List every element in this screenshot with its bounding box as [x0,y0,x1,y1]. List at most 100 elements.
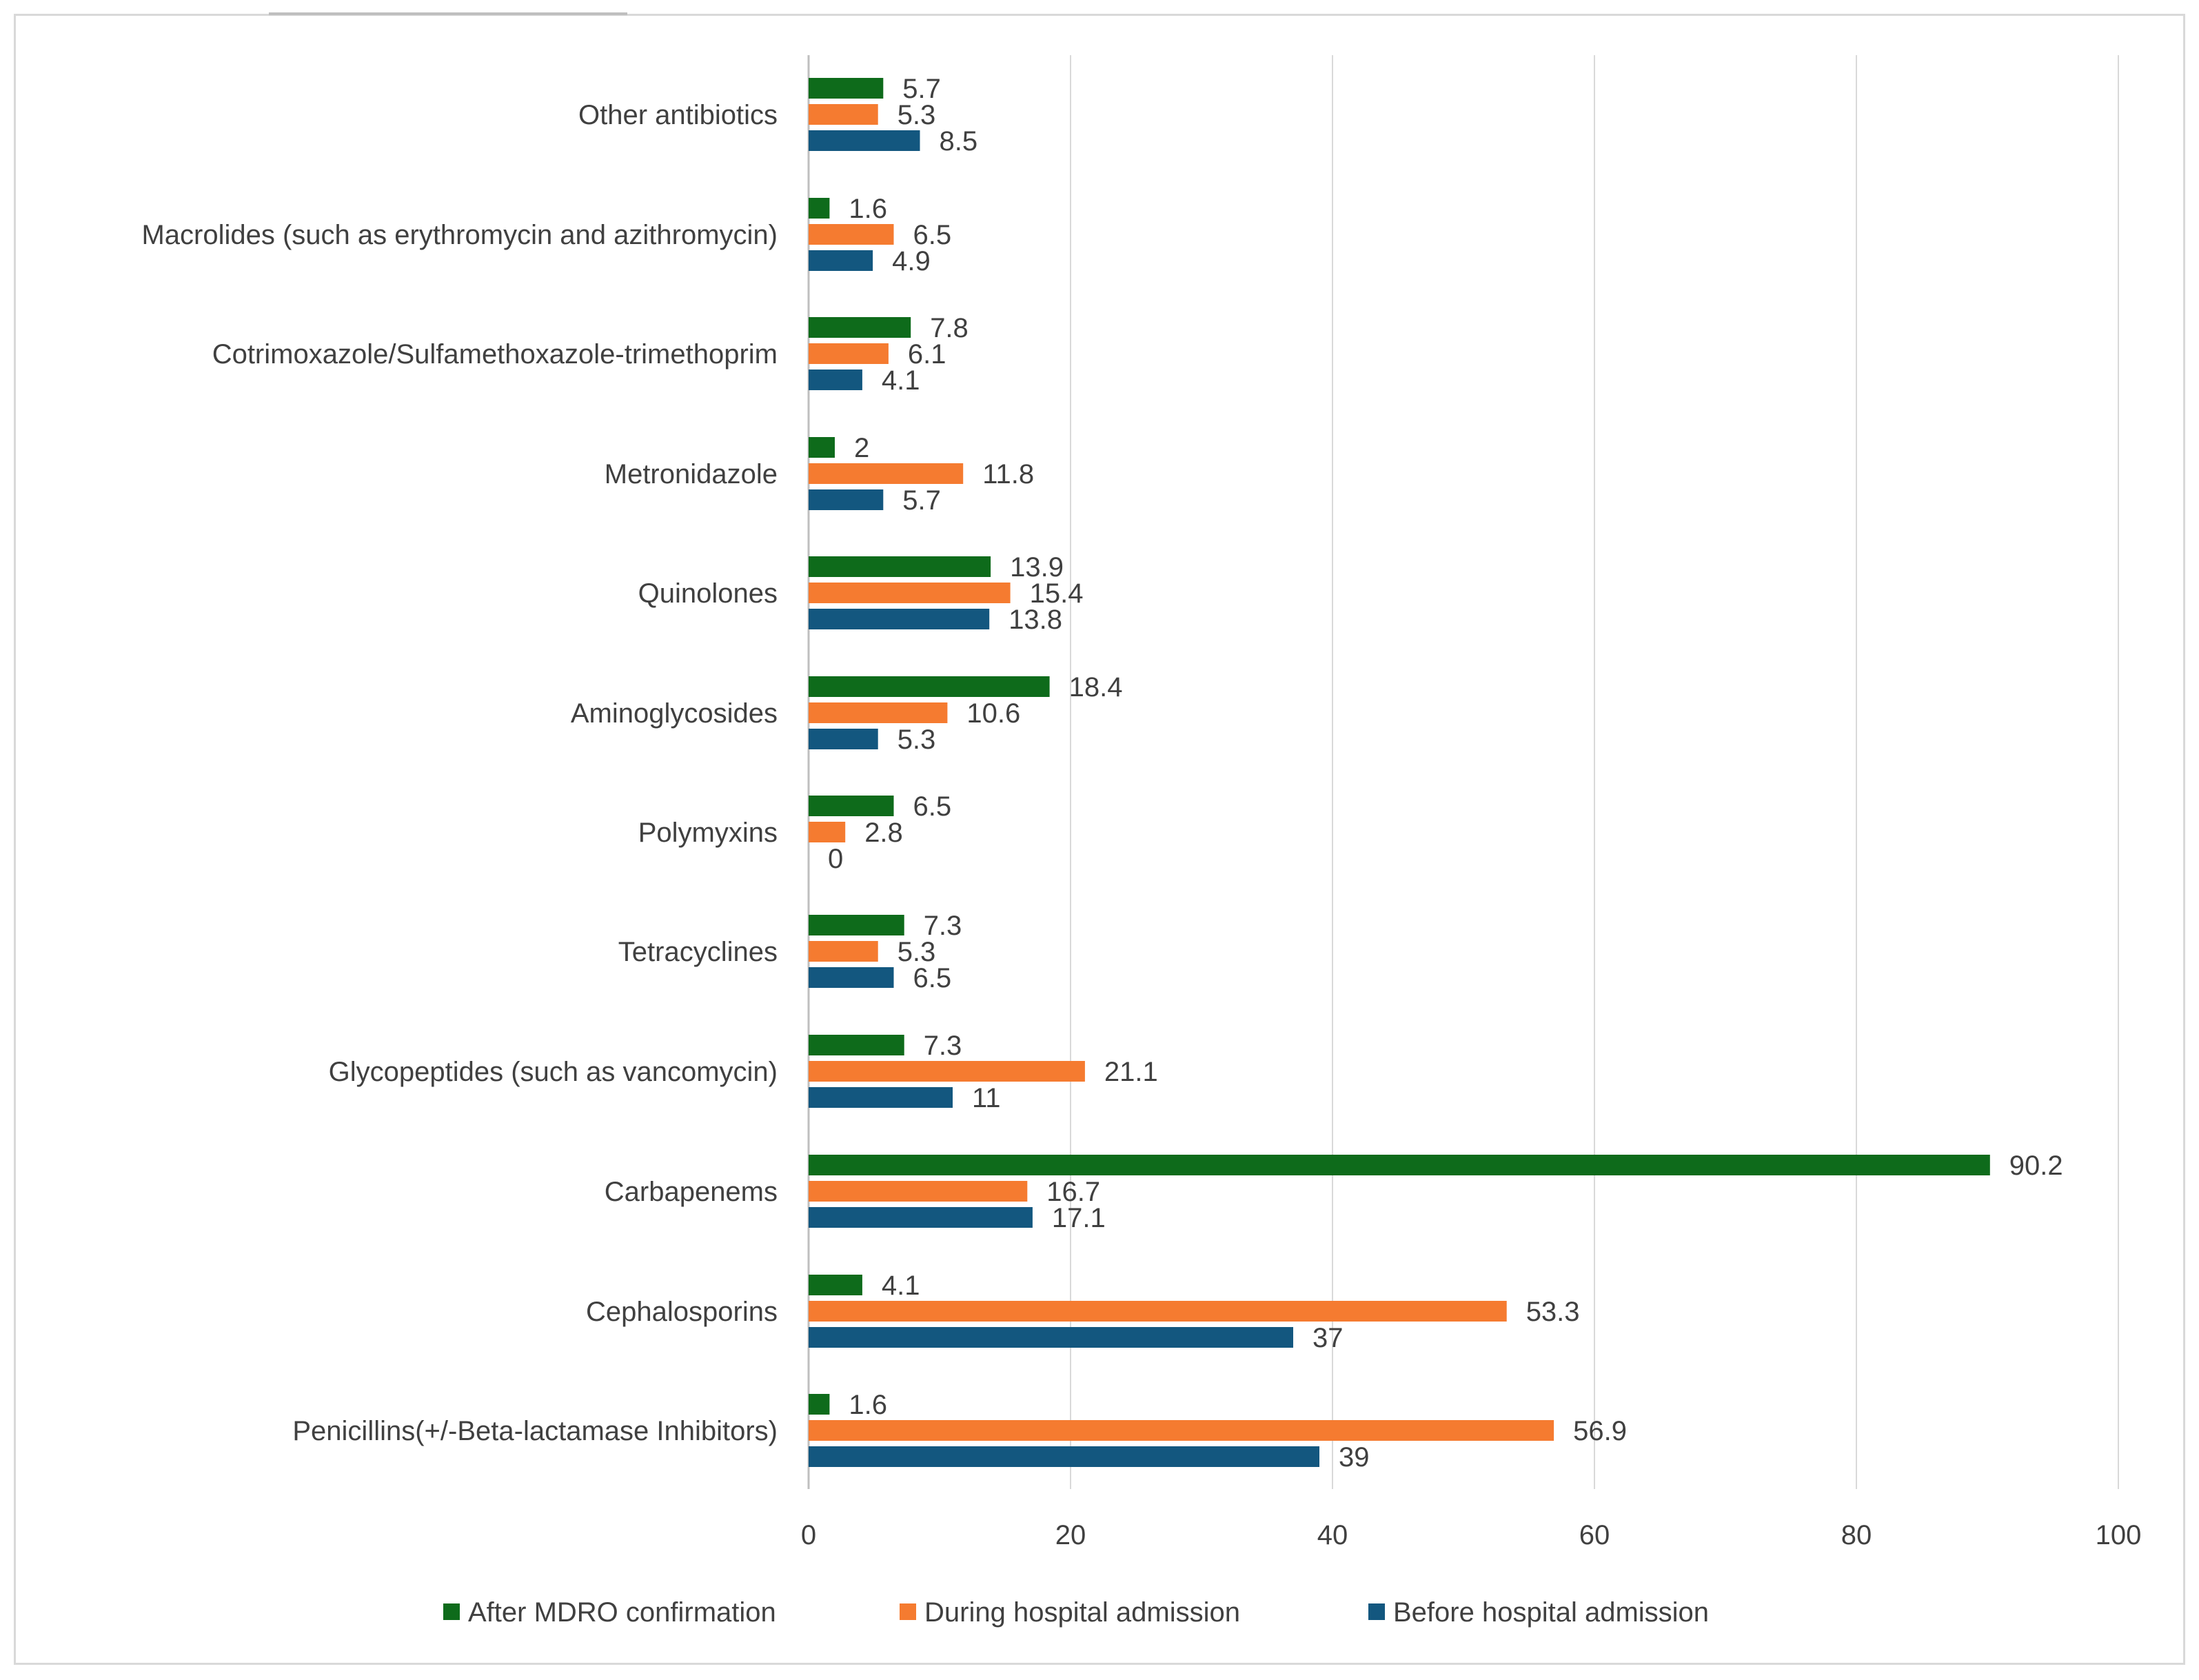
data-label: 11 [972,1083,1001,1113]
bar [809,224,894,245]
data-label: 2 [854,433,869,463]
chart-frame [14,14,2185,1665]
gridlines [807,55,2119,1489]
data-label: 4.1 [882,365,920,396]
category-label: Penicillins(+/-Beta-lactamase Inhibitors… [292,1416,778,1446]
data-label: 10.6 [966,698,1020,729]
top-border-accent [269,12,627,15]
bar [809,822,846,842]
bar [809,104,878,125]
bar [809,702,948,723]
category-label: Other antibiotics [578,100,778,130]
x-tick-label: 20 [1055,1520,1086,1550]
x-tick-label: 80 [1841,1520,1872,1550]
bar [809,317,911,338]
data-label: 2.8 [864,818,903,848]
data-label: 1.6 [849,194,887,224]
bar [809,343,889,364]
bar [809,1327,1293,1348]
bar [809,198,830,219]
bar [809,609,990,629]
data-label: 21.1 [1104,1057,1158,1087]
data-label: 5.7 [902,485,941,516]
data-label: 13.9 [1010,552,1064,583]
data-label: 7.3 [924,1031,962,1061]
data-label: 90.2 [2009,1151,2063,1181]
bars [809,78,1990,1467]
category-label: Quinolones [638,578,778,609]
bar [809,1155,1990,1175]
category-label: Macrolides (such as erythromycin and azi… [141,220,778,250]
data-label: 53.3 [1526,1297,1580,1327]
data-label: 56.9 [1573,1416,1627,1446]
bar [809,676,1050,697]
bar [809,1061,1085,1082]
x-tick-label: 60 [1579,1520,1610,1550]
data-label: 6.5 [913,220,952,250]
bar [809,729,878,749]
data-label: 4.1 [882,1271,920,1301]
data-label: 6.1 [908,339,946,370]
bar [809,915,904,935]
data-label: 16.7 [1046,1177,1100,1207]
data-label: 37 [1313,1323,1344,1353]
bar [809,1181,1028,1202]
bar [809,463,964,484]
bar [809,1301,1507,1322]
bar [809,1207,1033,1228]
category-labels: Other antibiotics Macrolides (such as ery… [141,100,778,1446]
category-label: Aminoglycosides [571,698,778,729]
data-label: 18.4 [1069,672,1123,702]
data-label: 8.5 [940,126,978,156]
data-label: 0 [828,844,843,874]
data-labels: 5.7 1.6 7.8 2 13.9 18.4 6.5 7.3 7.3 90.2 4.1 1.6 5.3… [828,74,2063,1472]
category-label: Cotrimoxazole/Sulfamethoxazole-trimethop… [212,339,778,370]
bar [809,1446,1319,1467]
data-label: 5.7 [902,74,941,104]
bar [809,556,991,577]
data-label: 1.6 [849,1390,887,1420]
legend-swatch [1368,1603,1385,1620]
bar [809,1087,953,1108]
category-label: Carbapenems [605,1177,778,1207]
data-label: 5.3 [898,725,936,755]
category-label: Tetracyclines [618,937,778,967]
data-label: 15.4 [1030,578,1084,609]
category-label: Metronidazole [605,459,778,489]
legend-label: After MDRO confirmation [468,1597,776,1628]
category-label: Polymyxins [638,818,778,848]
x-axis: 0 20 40 60 80 100 [801,1520,2142,1550]
data-label: 5.3 [898,937,936,967]
bar [809,941,878,962]
bar [809,130,920,151]
bar [809,1275,862,1295]
data-label: 5.3 [898,100,936,130]
data-label: 39 [1339,1442,1370,1472]
bar [809,796,894,816]
data-label: 6.5 [913,963,952,993]
bar [809,583,1011,603]
category-label: Glycopeptides (such as vancomycin) [329,1057,778,1087]
data-label: 7.3 [924,911,962,941]
legend: After MDRO confirmation During hospital a… [443,1597,1709,1628]
x-tick-label: 40 [1317,1520,1348,1550]
x-tick-label: 100 [2096,1520,2142,1550]
legend-label: During hospital admission [924,1597,1240,1628]
bar [809,370,862,390]
x-tick-label: 0 [801,1520,816,1550]
bar [809,1394,830,1415]
data-label: 4.9 [892,246,931,276]
legend-label: Before hospital admission [1393,1597,1709,1628]
legend-swatch [443,1603,460,1620]
bar [809,78,884,99]
category-label: Cephalosporins [586,1297,778,1327]
bar [809,489,884,510]
bar [809,1035,904,1055]
data-label: 7.8 [930,313,969,343]
legend-swatch [900,1603,916,1620]
data-label: 13.8 [1009,605,1062,635]
data-label: 11.8 [982,459,1034,489]
bar [809,250,873,271]
bar [809,1420,1554,1441]
